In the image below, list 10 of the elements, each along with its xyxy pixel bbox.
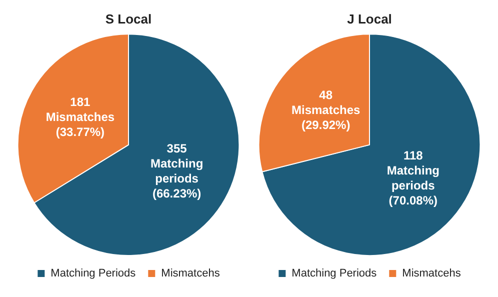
data-label: 355 Matching periods (66.23%) [150,142,204,201]
legend-label: Mismatcehs [402,268,462,280]
legend-label: Matching Periods [292,268,378,280]
data-label: 118 Matching periods (70.08%) [386,148,440,208]
legend-label: Matching Periods [50,268,136,280]
chart-title: J Local [347,11,392,26]
chart-title: S Local [105,11,152,26]
data-label: 48 Mismatches (29.92%) [292,88,361,132]
legend-label: Mismatcehs [161,268,220,280]
data-label: 181 Mismatches (33.77%) [46,95,115,140]
